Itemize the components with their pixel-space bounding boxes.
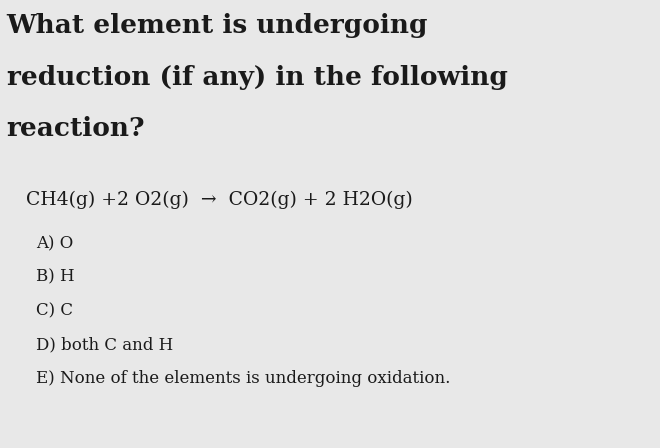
- Text: CH4(g) +2 O2(g)  →  CO2(g) + 2 H2O(g): CH4(g) +2 O2(g) → CO2(g) + 2 H2O(g): [26, 190, 413, 209]
- Text: reduction (if any) in the following: reduction (if any) in the following: [7, 65, 508, 90]
- Text: B) H: B) H: [36, 269, 75, 286]
- Text: What element is undergoing: What element is undergoing: [7, 13, 428, 39]
- Text: reaction?: reaction?: [7, 116, 145, 142]
- Text: E) None of the elements is undergoing oxidation.: E) None of the elements is undergoing ox…: [36, 370, 451, 387]
- Text: D) both C and H: D) both C and H: [36, 336, 174, 353]
- Text: C) C: C) C: [36, 302, 73, 319]
- Text: A) O: A) O: [36, 235, 73, 252]
